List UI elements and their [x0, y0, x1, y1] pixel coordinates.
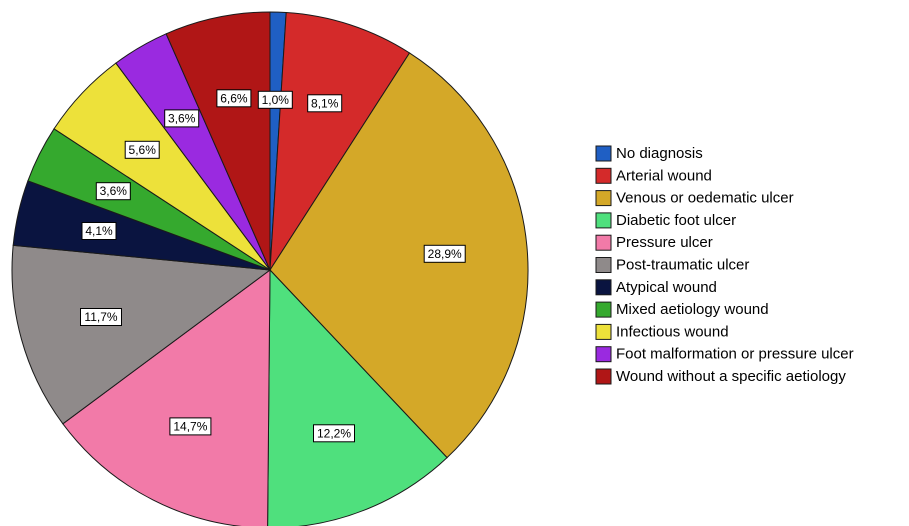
data-label: 4,1%	[81, 222, 117, 240]
data-label: 1,0%	[257, 90, 293, 109]
data-label-box	[257, 90, 293, 109]
legend-swatch	[595, 301, 612, 318]
data-label: 6,6%	[216, 89, 252, 108]
legend-item: Pressure ulcer	[595, 234, 713, 251]
legend-swatch	[595, 368, 612, 385]
data-label-text: 5,6%	[129, 143, 157, 157]
legend-swatch	[595, 212, 612, 229]
data-label-text: 8,1%	[311, 96, 339, 110]
data-label-text: 4,1%	[85, 224, 113, 238]
legend-swatch	[595, 257, 612, 273]
pie-slice	[269, 11, 411, 272]
legend-item: Infectious wound	[595, 323, 729, 340]
data-label: 11,7%	[80, 308, 122, 326]
legend-swatch	[595, 234, 612, 251]
data-label: 3,6%	[95, 182, 131, 201]
data-label-box	[216, 89, 252, 108]
legend-label: Mixed aetiology wound	[616, 301, 769, 318]
legend-label: Foot malformation or pressure ulcer	[616, 346, 854, 363]
legend-swatch	[595, 323, 612, 340]
legend-label: Wound without a specific aetiology	[616, 368, 846, 385]
data-label-box	[81, 222, 117, 240]
legend-item: Foot malformation or pressure ulcer	[595, 346, 854, 363]
legend-label: Pressure ulcer	[616, 234, 713, 251]
data-label-text: 6,6%	[220, 91, 248, 105]
legend-label: Post-traumatic ulcer	[616, 257, 749, 274]
data-label-text: 28,9%	[428, 247, 462, 261]
data-label-box	[423, 244, 466, 263]
data-label-text: 3,6%	[168, 111, 196, 125]
legend-label: No diagnosis	[616, 145, 703, 162]
legend-item: Wound without a specific aetiology	[595, 368, 846, 385]
data-label: 28,9%	[423, 244, 466, 263]
legend-item: Mixed aetiology wound	[595, 301, 769, 318]
data-label-text: 11,7%	[84, 310, 117, 324]
legend-item: Post-traumatic ulcer	[595, 257, 749, 274]
data-label-box	[124, 140, 160, 159]
legend-item: Venous or oedematic ulcer	[595, 190, 794, 207]
legend-label: Infectious wound	[616, 323, 729, 340]
data-label-text: 1,0%	[262, 93, 290, 107]
legend-swatch	[595, 167, 612, 184]
data-label-text: 12,2%	[317, 426, 351, 440]
data-label-box	[95, 182, 131, 201]
legend: No diagnosis Arterial wound Venous or oede…	[595, 145, 854, 385]
data-label-box	[80, 308, 122, 326]
data-label-text: 14,7%	[173, 419, 207, 433]
legend-item: Diabetic foot ulcer	[595, 212, 736, 229]
data-label-box	[307, 94, 343, 113]
slices-layer	[11, 11, 529, 526]
legend-swatch	[595, 346, 612, 363]
pie-slice	[11, 244, 272, 425]
legend-swatch	[595, 279, 612, 296]
legend-swatch	[595, 190, 612, 207]
data-label-box	[164, 109, 200, 128]
data-label-box	[169, 417, 212, 436]
data-label-text: 3,6%	[100, 184, 128, 198]
data-label-box	[313, 424, 355, 443]
legend-item: Arterial wound	[595, 167, 712, 184]
data-label: 5,6%	[124, 140, 160, 159]
legend-label: Atypical wound	[616, 279, 717, 296]
pie-slice	[267, 268, 448, 526]
legend-label: Venous or oedematic ulcer	[616, 190, 794, 207]
legend-item: Atypical wound	[595, 279, 717, 296]
legend-label: Arterial wound	[616, 167, 712, 184]
data-label: 3,6%	[164, 109, 200, 128]
data-label: 14,7%	[169, 417, 212, 436]
legend-label: Diabetic foot ulcer	[616, 212, 736, 229]
data-label: 8,1%	[307, 94, 343, 113]
data-labels-layer: 1,0% 8,1% 28,9% 12,2% 14,7% 11,7% 4,1% 3,6% 5,6%…	[80, 89, 466, 443]
pie-slice	[165, 11, 271, 271]
pie-slice	[62, 268, 271, 526]
data-label: 12,2%	[313, 424, 355, 443]
pie-slice	[269, 52, 529, 459]
legend-swatch	[595, 145, 612, 162]
legend-item: No diagnosis	[595, 145, 703, 162]
